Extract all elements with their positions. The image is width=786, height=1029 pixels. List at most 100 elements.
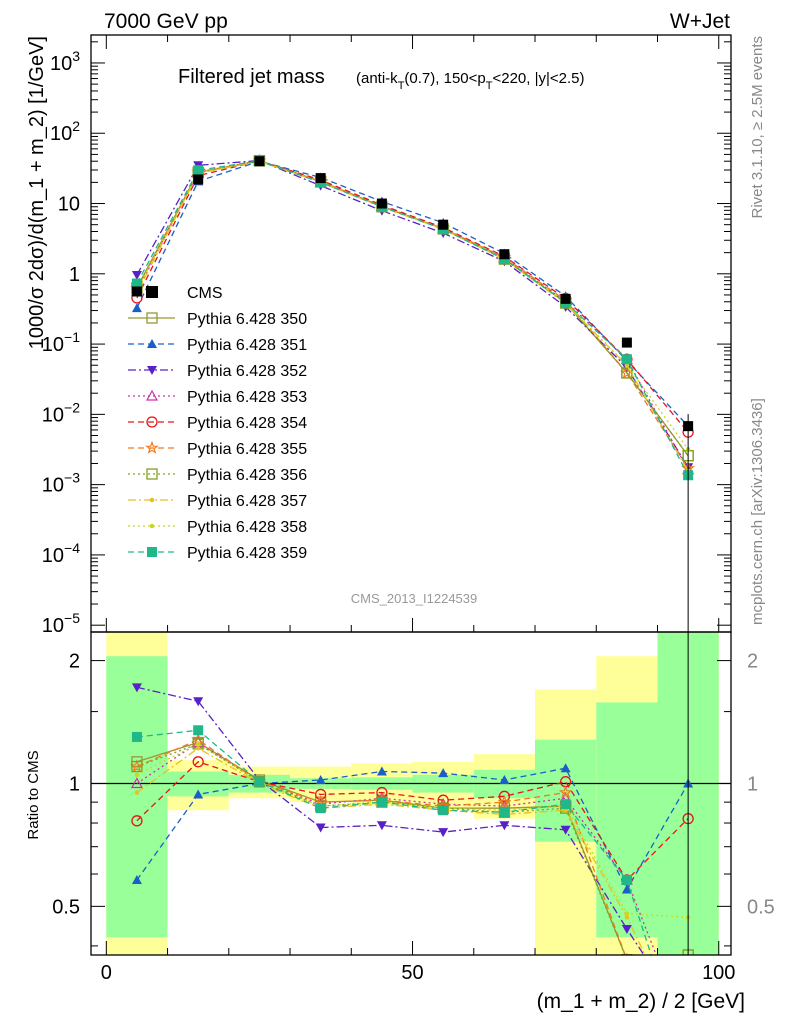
legend-entry: Pythia 6.428 357 xyxy=(128,493,307,510)
main-panel-frame xyxy=(91,35,731,632)
series-point-ratio xyxy=(561,799,571,809)
series-point-ratio xyxy=(316,803,326,813)
series-point-ratio xyxy=(196,742,201,747)
rivet-version-label: Rivet 3.1.10, ≥ 2.5M events xyxy=(749,36,766,219)
series-point-ratio xyxy=(193,725,203,735)
analysis-watermark: CMS_2013_I1224539 xyxy=(351,591,478,606)
y-tick-label-exponent: 3 xyxy=(72,48,80,64)
legend-label: Pythia 6.428 354 xyxy=(187,415,307,432)
cms-data-point xyxy=(377,199,387,209)
series-point-ratio xyxy=(683,1018,693,1024)
cms-data-point xyxy=(316,173,326,183)
y-tick-label-main: 102 xyxy=(50,118,80,145)
series-point-ratio xyxy=(438,805,448,815)
series-point-ratio xyxy=(132,732,142,742)
series-point-ratio xyxy=(622,954,632,964)
legend-label: Pythia 6.428 357 xyxy=(187,493,307,510)
cms-data-point xyxy=(622,338,632,348)
legend-label: Pythia 6.428 352 xyxy=(187,363,307,380)
legend-label: Pythia 6.428 350 xyxy=(187,311,307,328)
y-tick-label-ratio-right: 2 xyxy=(747,651,758,673)
series-line-main xyxy=(137,161,688,456)
x-tick-label: 0 xyxy=(101,962,112,984)
legend-entry: Pythia 6.428 356 xyxy=(128,467,307,484)
series-point-main xyxy=(622,354,632,364)
y-tick-label-base: 10 xyxy=(50,53,72,75)
y-tick-label-base: 1 xyxy=(69,264,80,286)
legend-label: Pythia 6.428 359 xyxy=(187,545,307,562)
y-tick-label-base: 10 xyxy=(50,123,72,145)
y-tick-label-ratio-right: 1 xyxy=(747,773,758,795)
title-part-2: (0.7), 150<p xyxy=(404,70,485,87)
legend-entry: Pythia 6.428 358 xyxy=(128,519,307,536)
y-tick-label-ratio: 1 xyxy=(69,773,80,795)
title-part-3: <220, |y|<2.5) xyxy=(492,70,584,87)
ratio-y-axis-title: Ratio to CMS xyxy=(25,750,42,839)
y-tick-label-main: 10−3 xyxy=(42,470,80,497)
cms-data-point xyxy=(132,286,142,296)
series-point-ratio xyxy=(377,797,387,807)
series-point-ratio xyxy=(622,875,632,885)
y-tick-label-exponent: 2 xyxy=(72,118,80,134)
header-process: W+Jet xyxy=(670,10,730,33)
legend: CMS Pythia 6.428 350 Pythia 6.428 351 Pythi… xyxy=(128,285,307,562)
y-tick-label-main: 10−5 xyxy=(42,610,80,637)
y-tick-label-main: 1 xyxy=(69,264,80,286)
legend-label: CMS xyxy=(187,285,223,302)
legend-marker-sample xyxy=(150,524,155,529)
legend-entry: Pythia 6.428 350 xyxy=(128,311,307,328)
series-point-ratio xyxy=(254,777,264,787)
series-point-main xyxy=(132,303,142,312)
y-tick-label-exponent: −1 xyxy=(64,329,80,345)
plot-title-main: Filtered jet mass xyxy=(178,66,325,88)
legend-entry: Pythia 6.428 353 xyxy=(128,389,307,406)
y-tick-label-main: 10−2 xyxy=(42,399,80,426)
x-axis-title: (m_1 + m_2) / 2 [GeV] xyxy=(537,990,745,1013)
x-tick-labels: 0 50 100 xyxy=(101,962,736,984)
y-tick-label-ratio: 0.5 xyxy=(52,896,80,918)
series-point-ratio xyxy=(499,807,509,817)
legend-entry: Pythia 6.428 355 xyxy=(128,441,307,458)
y-tick-label-main: 103 xyxy=(50,48,80,75)
y-tick-label-exponent: −4 xyxy=(64,540,80,556)
y-tick-label-base: 10 xyxy=(58,194,80,216)
legend-entry: CMS xyxy=(146,285,223,302)
legend-label: Pythia 6.428 353 xyxy=(187,389,307,406)
series-point-main xyxy=(193,165,203,175)
y-tick-label-ratio-right: 0.5 xyxy=(747,896,775,918)
legend-swatch-cms xyxy=(146,286,158,298)
x-tick-label: 50 xyxy=(401,962,423,984)
series-point-ratio xyxy=(196,746,201,751)
cms-data-point xyxy=(499,249,509,259)
cms-data-point xyxy=(561,294,571,304)
y-tick-label-base: 10 xyxy=(42,615,64,637)
series-line-main xyxy=(137,161,688,456)
y-tick-label-exponent: −3 xyxy=(64,470,80,486)
legend-entry: Pythia 6.428 352 xyxy=(128,363,307,380)
cms-data-point xyxy=(193,174,203,184)
legend-marker-sample xyxy=(150,498,155,503)
series-point-ratio xyxy=(135,790,140,795)
series-point-ratio xyxy=(135,773,140,778)
y-tick-label-main: 10 xyxy=(58,194,80,216)
series-point-ratio xyxy=(438,828,448,837)
series-point-ratio xyxy=(622,955,632,965)
main-y-axis-title: 1000/σ 2dσ)/d(m_1 + m_2) [1/GeV] xyxy=(26,36,48,349)
legend-marker-sample xyxy=(147,547,157,557)
y-tick-label-base: 10 xyxy=(42,404,64,426)
y-tick-label-ratio: 2 xyxy=(69,651,80,673)
title-part-1: (anti-k xyxy=(356,70,398,87)
cms-data-point xyxy=(438,220,448,230)
legend-label: Pythia 6.428 351 xyxy=(187,337,307,354)
band-green-bin xyxy=(106,656,167,937)
header-energy: 7000 GeV pp xyxy=(104,10,228,33)
plot-title-sub: (anti-kT(0.7), 150<pT<220, |y|<2.5) xyxy=(356,70,585,92)
legend-label: Pythia 6.428 356 xyxy=(187,467,307,484)
x-tick-label: 100 xyxy=(702,962,735,984)
legend-entry: Pythia 6.428 359 xyxy=(128,545,307,562)
y-tick-label-base: 10 xyxy=(42,475,64,497)
y-tick-label-base: 10 xyxy=(42,545,64,567)
band-green-bin xyxy=(596,702,657,937)
legend-entry: Pythia 6.428 354 xyxy=(128,415,307,432)
